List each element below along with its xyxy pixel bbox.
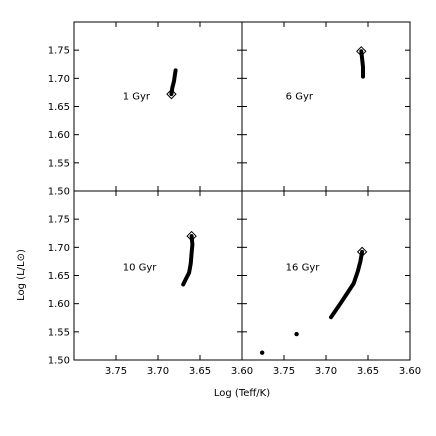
y-axis-title: Log (L/L⊙) xyxy=(16,249,27,301)
y-tick-label: 1.65 xyxy=(48,271,70,282)
x-tick-label: 3.60 xyxy=(231,366,253,377)
y-tick-label: 1.65 xyxy=(48,102,70,113)
y-tick-label: 1.70 xyxy=(48,74,70,85)
x-tick-label: 3.70 xyxy=(315,366,337,377)
panel-2: 6 Gyr xyxy=(241,21,411,192)
y-tick-label: 1.50 xyxy=(48,356,70,367)
panel-label: 16 Gyr xyxy=(286,262,321,273)
y-tick-label: 1.70 xyxy=(48,243,70,254)
panel-frame xyxy=(241,190,411,361)
panel-label: 6 Gyr xyxy=(286,92,314,103)
diamond-marker xyxy=(356,46,367,57)
panel-1: 1 Gyr xyxy=(73,21,243,192)
diamond-marker xyxy=(186,230,197,242)
panel-label: 10 Gyr xyxy=(123,262,158,273)
panel-4: 16 Gyr xyxy=(241,190,411,361)
y-tick-label: 1.75 xyxy=(48,46,70,57)
track-line xyxy=(329,249,365,320)
x-axis-title: Log (Teff/K) xyxy=(214,388,270,399)
y-tick-label: 1.60 xyxy=(48,130,70,141)
track-line xyxy=(181,234,195,287)
panels-group: 1 Gyr 6 Gyr 10 Gyr 16 Gyr xyxy=(73,21,411,361)
diamond-marker xyxy=(356,246,368,258)
diamond-marker xyxy=(166,88,177,100)
y-tick-label: 1.60 xyxy=(48,299,70,310)
x-tick-label: 3.70 xyxy=(147,366,169,377)
y-tick-label: 1.75 xyxy=(48,215,70,226)
y-tick-label: 1.50 xyxy=(48,187,70,198)
panel-frame xyxy=(73,21,243,192)
panel-frame xyxy=(241,21,411,192)
panel-3: 10 Gyr xyxy=(73,190,243,361)
data-point xyxy=(294,331,299,337)
x-tick-label: 3.65 xyxy=(189,366,211,377)
axes-labels-group: 1.50 1.55 1.60 1.65 1.70 1.75 1.50 1.55 1.60 1.65… xyxy=(48,46,421,377)
x-tick-label: 3.75 xyxy=(273,366,295,377)
x-tick-label: 3.60 xyxy=(399,366,421,377)
y-tick-label: 1.55 xyxy=(48,158,70,169)
x-tick-label: 3.65 xyxy=(357,366,379,377)
y-tick-label: 1.55 xyxy=(48,327,70,338)
x-tick-label: 3.75 xyxy=(105,366,127,377)
data-point xyxy=(259,350,265,355)
panel-label: 1 Gyr xyxy=(123,92,151,103)
panel-frame xyxy=(73,190,243,361)
